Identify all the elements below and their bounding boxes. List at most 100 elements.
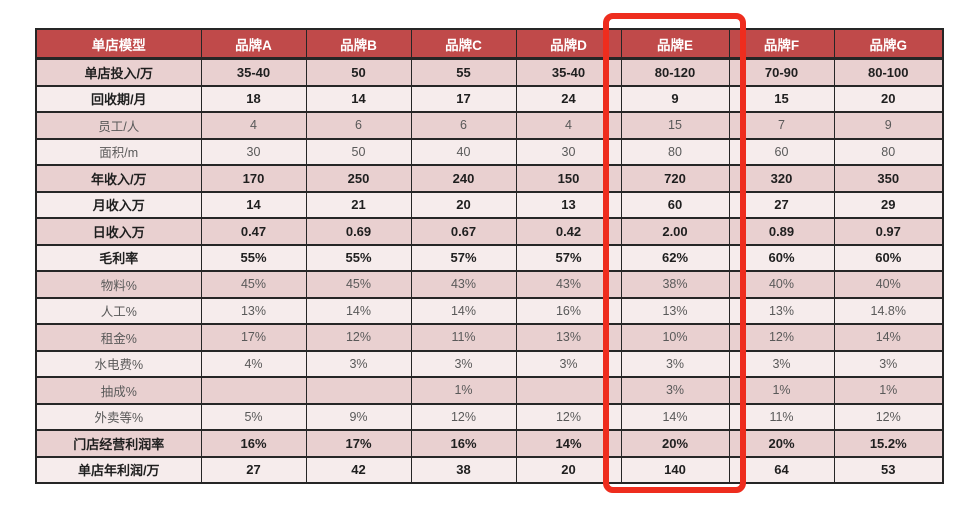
table-cell: 55 [410, 57, 517, 87]
table-cell: 12% [410, 402, 517, 431]
table-cell: 13% [620, 296, 730, 325]
table-row: 水电费% 4% 3% 3% 3% 3% 3% 3% [35, 349, 944, 378]
row-label: 抽成% [35, 376, 202, 405]
row-label: 租金% [35, 323, 202, 352]
table-cell [305, 376, 412, 405]
table-cell: 9 [833, 111, 944, 140]
brand-comparison-table: 单店模型 品牌A 品牌B 品牌C 品牌D 品牌E 品牌F 品牌G 单店投入/万 35-40 50 5… [35, 28, 944, 484]
brand-column-header: 品牌C [410, 29, 517, 60]
table-cell: 27 [728, 190, 835, 219]
table-cell: 720 [620, 164, 730, 193]
table-cell: 350 [833, 164, 944, 193]
table-cell: 4 [200, 111, 307, 140]
table-cell: 62% [620, 243, 730, 272]
brand-column-header: 品牌B [305, 29, 412, 60]
table-cell: 14% [515, 429, 622, 458]
table-row: 单店投入/万 35-40 50 55 35-40 80-120 70-90 80-100 [35, 57, 944, 87]
table-cell: 80 [833, 137, 944, 166]
row-label: 月收入万 [35, 190, 202, 219]
row-label: 水电费% [35, 349, 202, 378]
table-cell: 0.67 [410, 217, 517, 246]
table-cell: 20 [515, 455, 622, 484]
brand-column-header: 品牌D [515, 29, 622, 60]
table-cell: 20 [410, 190, 517, 219]
table-cell: 170 [200, 164, 307, 193]
table-cell: 17 [410, 84, 517, 113]
table-cell: 20% [728, 429, 835, 458]
table-cell: 3% [305, 349, 412, 378]
table-cell: 6 [410, 111, 517, 140]
table-cell: 13 [515, 190, 622, 219]
table-cell: 15.2% [833, 429, 944, 458]
table-cell: 13% [728, 296, 835, 325]
table-cell: 55% [200, 243, 307, 272]
table-row: 月收入万 14 21 20 13 60 27 29 [35, 190, 944, 219]
table-cell: 21 [305, 190, 412, 219]
table-cell: 57% [515, 243, 622, 272]
row-label-column-header: 单店模型 [35, 29, 202, 60]
row-label: 物料% [35, 270, 202, 299]
table-row: 回收期/月 18 14 17 24 9 15 20 [35, 84, 944, 113]
table-cell: 9 [620, 84, 730, 113]
table-cell: 320 [728, 164, 835, 193]
table-cell: 12% [728, 323, 835, 352]
table-cell: 38% [620, 270, 730, 299]
row-label: 日收入万 [35, 217, 202, 246]
row-label: 年收入/万 [35, 164, 202, 193]
brand-column-header: 品牌A [200, 29, 307, 60]
row-label: 单店年利润/万 [35, 455, 202, 484]
table-cell: 0.97 [833, 217, 944, 246]
table-cell: 3% [620, 376, 730, 405]
table-cell: 43% [410, 270, 517, 299]
table-cell: 14 [200, 190, 307, 219]
table-cell: 60% [728, 243, 835, 272]
row-label: 毛利率 [35, 243, 202, 272]
table-cell [515, 376, 622, 405]
table-cell: 0.69 [305, 217, 412, 246]
table-cell: 53 [833, 455, 944, 484]
table-cell: 3% [833, 349, 944, 378]
table-cell: 250 [305, 164, 412, 193]
table-cell: 64 [728, 455, 835, 484]
brand-column-header: 品牌E [620, 29, 730, 60]
brand-column-header: 品牌G [833, 29, 944, 60]
row-label: 回收期/月 [35, 84, 202, 113]
table-row: 抽成% 1% 3% 1% 1% [35, 376, 944, 405]
table-row: 日收入万 0.47 0.69 0.67 0.42 2.00 0.89 0.97 [35, 217, 944, 246]
table-cell: 40% [833, 270, 944, 299]
table-cell: 35-40 [200, 57, 307, 87]
table-cell: 4 [515, 111, 622, 140]
table-cell: 3% [620, 349, 730, 378]
table-cell: 0.47 [200, 217, 307, 246]
table-cell: 14% [410, 296, 517, 325]
table-cell: 80-100 [833, 57, 944, 87]
row-label: 员工/人 [35, 111, 202, 140]
table-cell: 15 [620, 111, 730, 140]
table-cell: 38 [410, 455, 517, 484]
table-cell: 40% [728, 270, 835, 299]
table-row: 单店年利润/万 27 42 38 20 140 64 53 [35, 455, 944, 484]
table-cell: 20 [833, 84, 944, 113]
table-cell: 80 [620, 137, 730, 166]
table-cell: 17% [200, 323, 307, 352]
table-cell: 60 [620, 190, 730, 219]
table-cell: 1% [410, 376, 517, 405]
table-cell: 7 [728, 111, 835, 140]
table-cell: 45% [305, 270, 412, 299]
table-row: 物料% 45% 45% 43% 43% 38% 40% 40% [35, 270, 944, 299]
table-cell: 60 [728, 137, 835, 166]
header-row: 单店模型 品牌A 品牌B 品牌C 品牌D 品牌E 品牌F 品牌G [35, 29, 944, 60]
brand-column-header: 品牌F [728, 29, 835, 60]
table-cell: 6 [305, 111, 412, 140]
table-row: 外卖等% 5% 9% 12% 12% 14% 11% 12% [35, 402, 944, 431]
table-cell: 0.89 [728, 217, 835, 246]
row-label: 人工% [35, 296, 202, 325]
table-cell: 50 [305, 137, 412, 166]
table-cell: 4% [200, 349, 307, 378]
table-cell: 5% [200, 402, 307, 431]
table-cell: 0.42 [515, 217, 622, 246]
table-cell: 11% [410, 323, 517, 352]
table-cell: 42 [305, 455, 412, 484]
table-cell: 1% [833, 376, 944, 405]
